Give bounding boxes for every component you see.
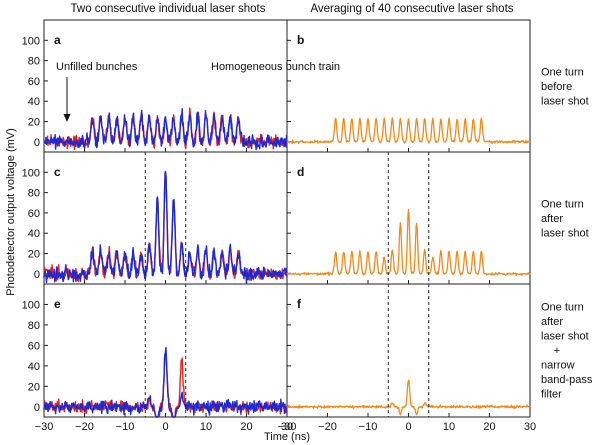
x-tick-label-c1--10: −10 <box>359 421 378 433</box>
y-tick-label-r2-80: 80 <box>28 320 40 332</box>
x-tick-label-c0-30: 30 <box>281 421 293 433</box>
panel-letter-a: a <box>54 33 61 47</box>
row-label-2-line-5: band-pass <box>541 374 593 386</box>
row-label-2-line-3: + <box>554 345 560 357</box>
y-tick-label-r0-0: 0 <box>34 137 40 149</box>
annotation-unfilled-bunches: Unfilled bunches <box>56 61 138 73</box>
y-tick-label-r1-80: 80 <box>28 188 40 200</box>
y-tick-label-r1-60: 60 <box>28 208 40 220</box>
annotation-arrow <box>63 77 71 122</box>
y-tick-label-r0-40: 40 <box>28 96 40 108</box>
x-tick-label-c0--10: −10 <box>116 421 135 433</box>
y-tick-label-r1-100: 100 <box>22 167 40 179</box>
row-label-0-line-2: laser shot <box>541 96 589 108</box>
panel-letter-e: e <box>54 297 61 311</box>
panel-letter-c: c <box>54 165 61 179</box>
y-axis-title: Photodetector output voltage (mV) <box>5 128 17 296</box>
y-tick-label-r2-40: 40 <box>28 361 40 373</box>
x-tick-label-c0-20: 20 <box>240 421 252 433</box>
row-label-2-line-2: laser shot <box>541 331 589 343</box>
column-title-left: Two consecutive individual laser shots <box>71 3 266 15</box>
trace-c-laser-shot-1 <box>43 174 288 283</box>
row-label-2-line-0: One turn <box>541 302 584 314</box>
row-label-2-line-4: narrow <box>541 360 575 372</box>
trace-b-average-of-40-shots <box>286 117 531 145</box>
y-tick-label-r2-0: 0 <box>34 402 40 414</box>
row-label-1-line-2: laser shot <box>541 228 589 240</box>
panel-letter-f: f <box>297 297 302 311</box>
column-title-right: Averaging of 40 consecutive laser shots <box>310 3 513 15</box>
x-tick-label-c0--30: −30 <box>35 421 54 433</box>
trace-a-laser-shot-2 <box>43 108 288 151</box>
x-axis-title: Time (ns) <box>264 431 310 443</box>
trace-e-laser-shot-2 <box>43 346 288 418</box>
row-label-2-line-6: filter <box>541 389 562 401</box>
x-tick-label-c1--20: −20 <box>318 421 337 433</box>
y-tick-label-r1-20: 20 <box>28 249 40 261</box>
row-label-0-line-1: before <box>541 81 572 93</box>
y-tick-label-r0-100: 100 <box>22 35 40 47</box>
y-tick-label-r2-60: 60 <box>28 340 40 352</box>
x-tick-label-c0--20: −20 <box>75 421 94 433</box>
y-tick-label-r2-100: 100 <box>22 299 40 311</box>
trace-d-average-of-40-shots <box>286 208 531 277</box>
x-tick-label-c1-10: 10 <box>443 421 455 433</box>
y-tick-label-r0-20: 20 <box>28 117 40 129</box>
x-tick-label-c0-10: 10 <box>200 421 212 433</box>
row-label-2-line-1: after <box>541 316 563 328</box>
trace-c-laser-shot-2 <box>43 170 288 285</box>
panel-letter-d: d <box>297 165 304 179</box>
annotation-homogeneous-train: Homogeneous bunch train <box>211 61 340 73</box>
row-label-0-line-0: One turn <box>541 67 584 79</box>
panel-letter-b: b <box>297 33 304 47</box>
y-tick-label-r1-0: 0 <box>34 269 40 281</box>
x-tick-label-c1--30: −30 <box>278 421 297 433</box>
y-tick-label-r0-60: 60 <box>28 76 40 88</box>
x-tick-label-c0-0: 0 <box>162 421 168 433</box>
y-tick-label-r0-80: 80 <box>28 56 40 68</box>
x-tick-label-c1-20: 20 <box>483 421 495 433</box>
y-tick-label-r2-20: 20 <box>28 381 40 393</box>
x-tick-label-c1-0: 0 <box>405 421 411 433</box>
row-label-1-line-1: after <box>541 213 563 225</box>
x-tick-label-c1-30: 30 <box>524 421 536 433</box>
row-label-1-line-0: One turn <box>541 199 584 211</box>
trace-f-average-of-40-shots <box>286 379 531 416</box>
y-tick-label-r1-40: 40 <box>28 228 40 240</box>
